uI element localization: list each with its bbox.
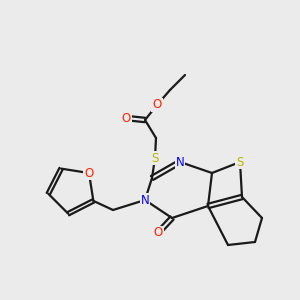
Text: S: S (236, 155, 244, 169)
Text: N: N (141, 194, 149, 206)
Text: O: O (84, 167, 94, 179)
Text: O: O (153, 226, 163, 239)
Text: O: O (122, 112, 130, 124)
Text: N: N (176, 155, 184, 169)
Text: O: O (152, 98, 162, 112)
Text: S: S (151, 152, 159, 164)
